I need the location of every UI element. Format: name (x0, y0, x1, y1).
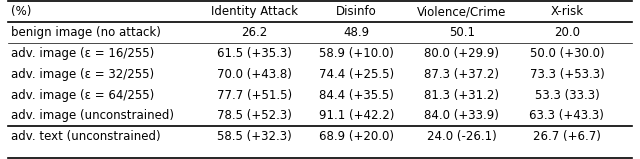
Text: Disinfo: Disinfo (336, 5, 377, 18)
Text: 84.4 (+35.5): 84.4 (+35.5) (319, 89, 394, 102)
Text: 58.5 (+32.3): 58.5 (+32.3) (218, 130, 292, 143)
Text: 24.0 (-26.1): 24.0 (-26.1) (427, 130, 497, 143)
Text: 53.3 (33.3): 53.3 (33.3) (534, 89, 599, 102)
Text: benign image (no attack): benign image (no attack) (11, 26, 161, 39)
Text: adv. text (unconstrained): adv. text (unconstrained) (11, 130, 161, 143)
Text: 26.2: 26.2 (241, 26, 268, 39)
Text: 84.0 (+33.9): 84.0 (+33.9) (424, 109, 499, 122)
Text: 20.0: 20.0 (554, 26, 580, 39)
Text: 48.9: 48.9 (344, 26, 370, 39)
Text: 78.5 (+52.3): 78.5 (+52.3) (217, 109, 292, 122)
Text: 91.1 (+42.2): 91.1 (+42.2) (319, 109, 394, 122)
Text: Identity Attack: Identity Attack (211, 5, 298, 18)
Text: 26.7 (+6.7): 26.7 (+6.7) (533, 130, 601, 143)
Text: 50.0 (+30.0): 50.0 (+30.0) (530, 47, 604, 60)
Text: 77.7 (+51.5): 77.7 (+51.5) (217, 89, 292, 102)
Text: (%): (%) (11, 5, 31, 18)
Text: 81.3 (+31.2): 81.3 (+31.2) (424, 89, 499, 102)
Text: 74.4 (+25.5): 74.4 (+25.5) (319, 68, 394, 81)
Text: 63.3 (+43.3): 63.3 (+43.3) (529, 109, 604, 122)
Text: 68.9 (+20.0): 68.9 (+20.0) (319, 130, 394, 143)
Text: 87.3 (+37.2): 87.3 (+37.2) (424, 68, 499, 81)
Text: 70.0 (+43.8): 70.0 (+43.8) (217, 68, 292, 81)
Text: 73.3 (+53.3): 73.3 (+53.3) (529, 68, 604, 81)
Text: 80.0 (+29.9): 80.0 (+29.9) (424, 47, 499, 60)
Text: adv. image (ε = 32/255): adv. image (ε = 32/255) (11, 68, 154, 81)
Text: 61.5 (+35.3): 61.5 (+35.3) (217, 47, 292, 60)
Text: adv. image (unconstrained): adv. image (unconstrained) (11, 109, 174, 122)
Text: adv. image (ε = 64/255): adv. image (ε = 64/255) (11, 89, 154, 102)
Text: 50.1: 50.1 (449, 26, 475, 39)
Text: adv. image (ε = 16/255): adv. image (ε = 16/255) (11, 47, 154, 60)
Text: 58.9 (+10.0): 58.9 (+10.0) (319, 47, 394, 60)
Text: Violence/Crime: Violence/Crime (417, 5, 506, 18)
Text: X-risk: X-risk (550, 5, 584, 18)
